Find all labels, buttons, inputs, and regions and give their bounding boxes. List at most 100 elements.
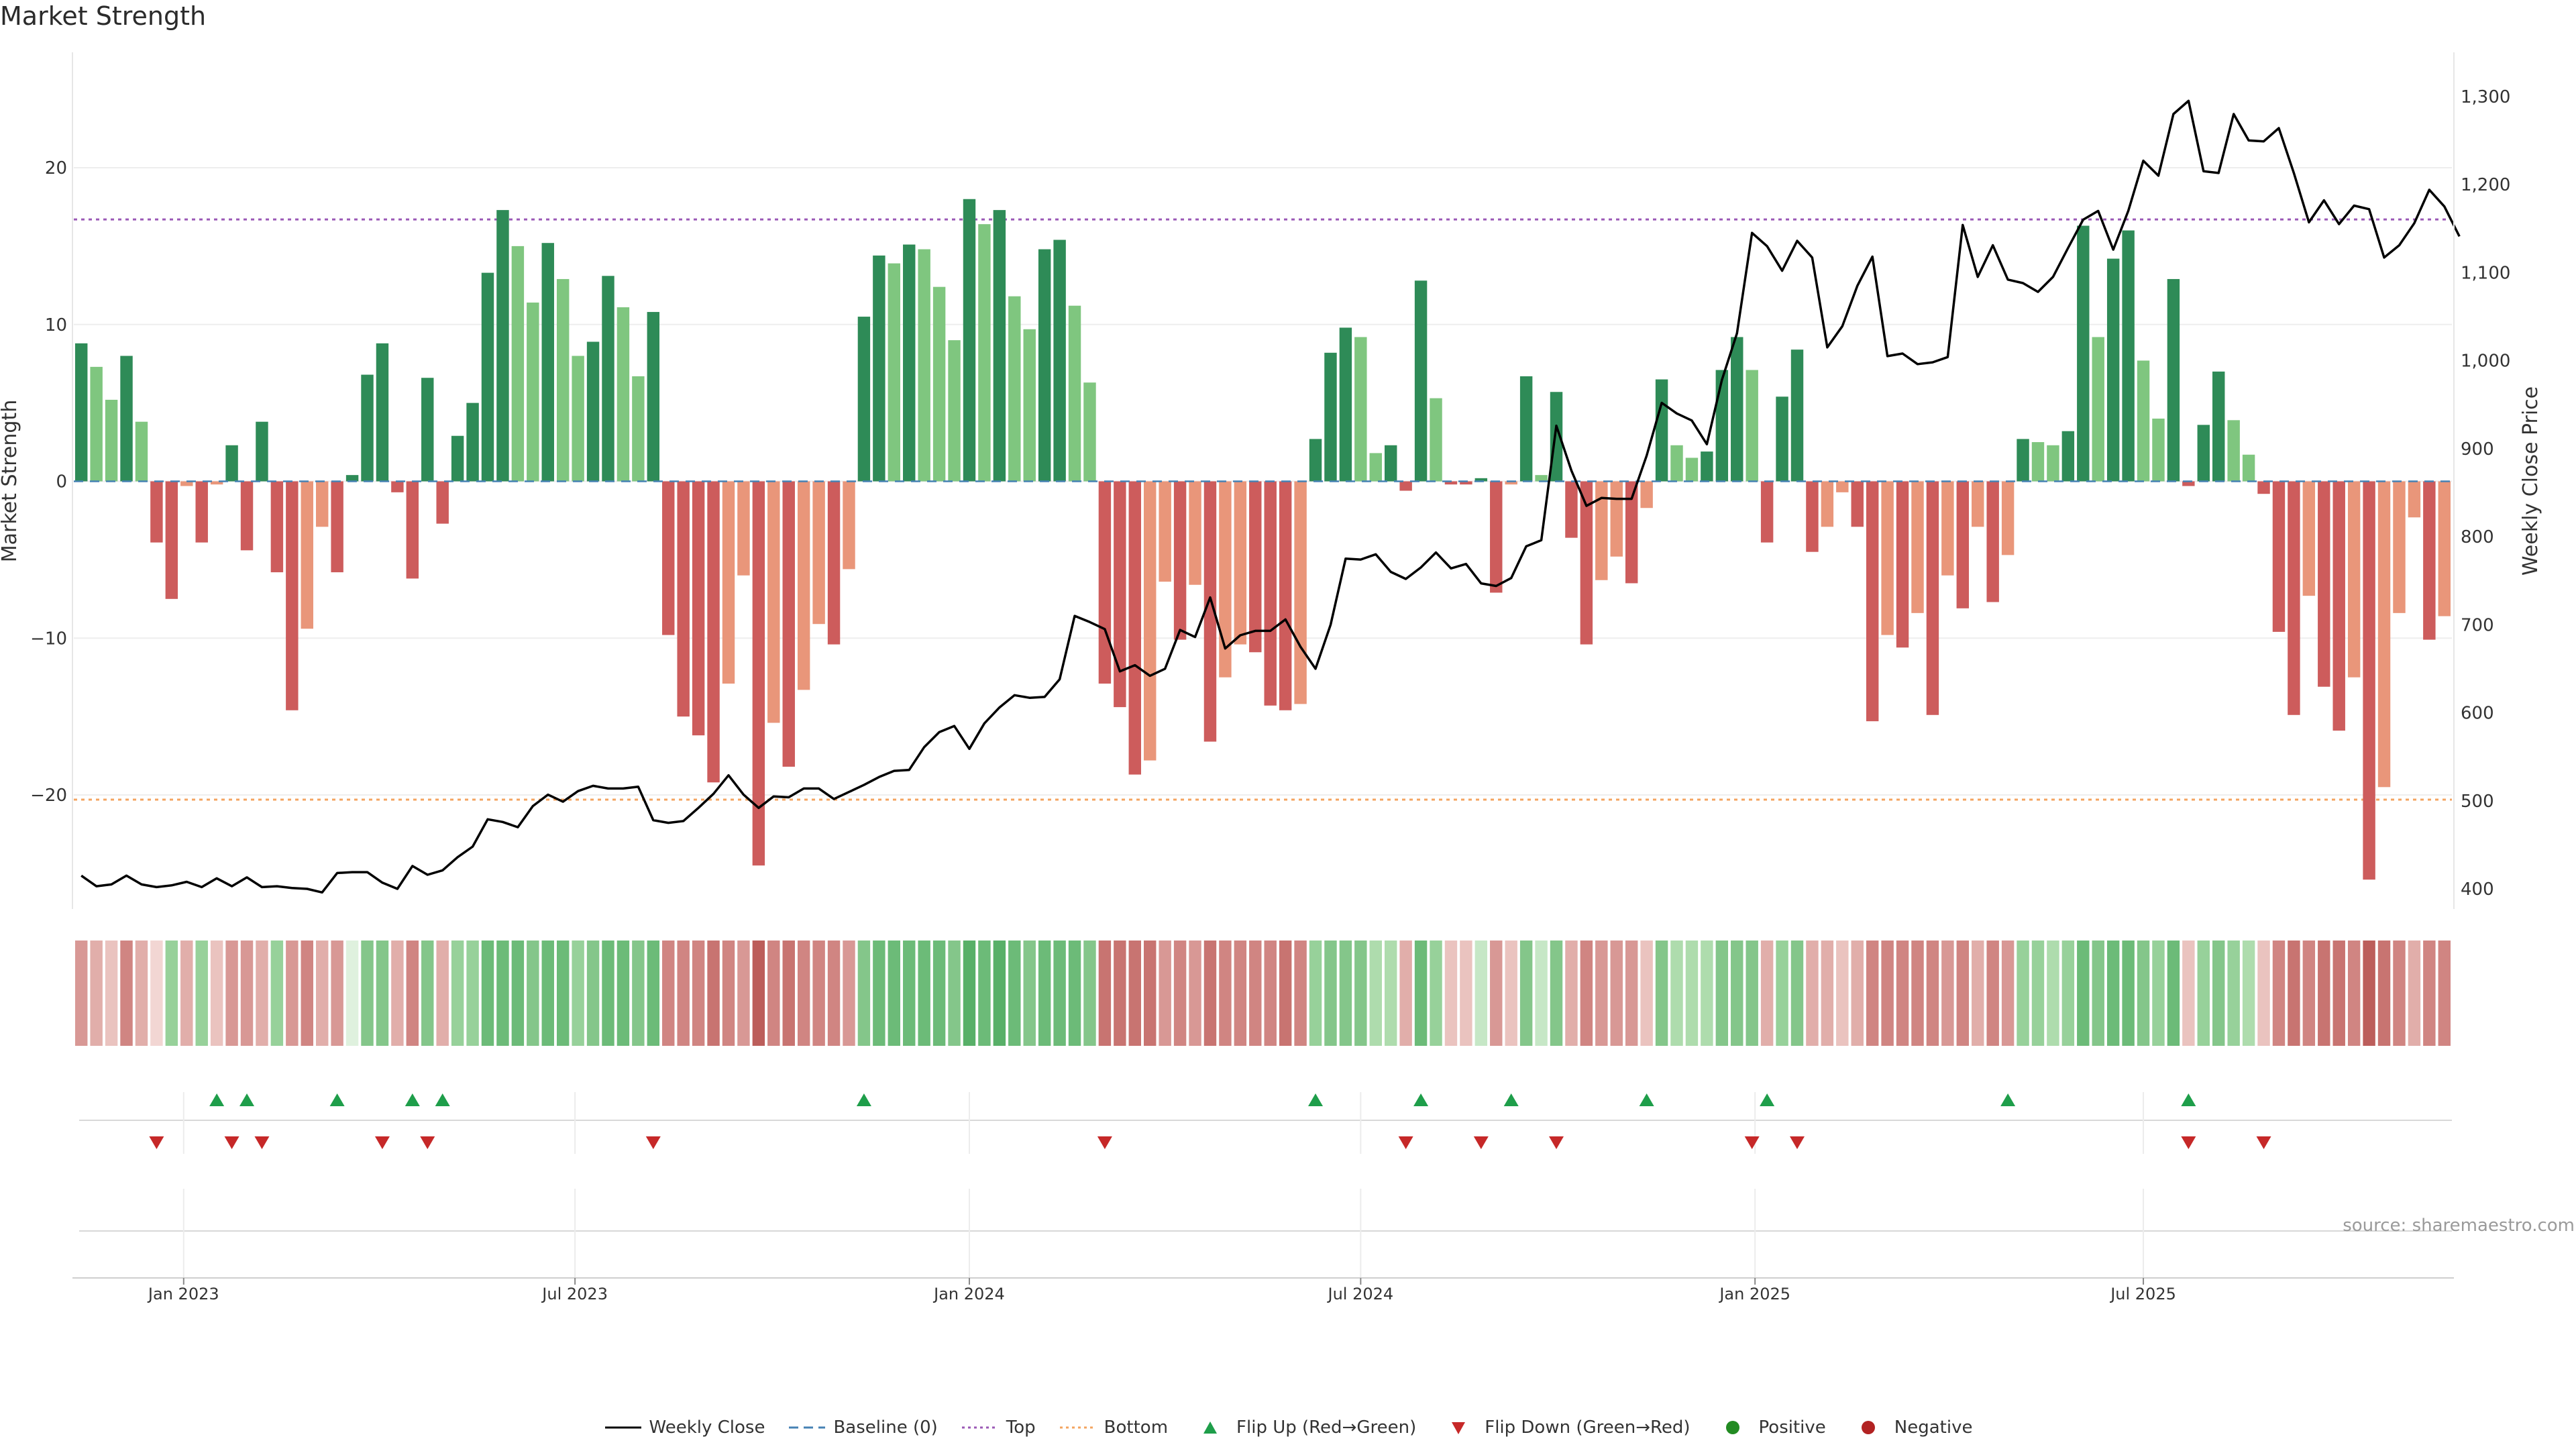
strength-bar bbox=[1430, 398, 1442, 482]
heat-cell bbox=[2061, 941, 2075, 1046]
heat-cell bbox=[1851, 941, 1864, 1046]
x-tick-label: Jan 2025 bbox=[1718, 1285, 1790, 1303]
flip-down-marker bbox=[645, 1136, 661, 1149]
strength-bar bbox=[1264, 481, 1277, 706]
flip-up-marker bbox=[856, 1093, 871, 1106]
strength-bar bbox=[345, 475, 359, 482]
strength-bar bbox=[527, 303, 539, 482]
heat-cell bbox=[767, 941, 780, 1046]
strength-bar bbox=[210, 481, 223, 485]
left-axis-label: Market Strength bbox=[0, 400, 21, 562]
strength-bar bbox=[1279, 481, 1292, 710]
x-tick-label: Jul 2025 bbox=[2109, 1285, 2176, 1303]
strength-bar bbox=[1023, 329, 1036, 482]
heat-cell bbox=[918, 941, 930, 1046]
strength-bar bbox=[1610, 481, 1623, 557]
heat-cell bbox=[466, 941, 479, 1046]
heat-cell bbox=[602, 941, 614, 1046]
strength-bar bbox=[1715, 370, 1729, 482]
strength-bar bbox=[2061, 431, 2075, 482]
strength-bar bbox=[843, 481, 855, 570]
strength-bar bbox=[2077, 225, 2090, 482]
heat-cell bbox=[1836, 941, 1849, 1046]
right-tick-label: 400 bbox=[2461, 879, 2494, 900]
strength-bar bbox=[2393, 481, 2406, 613]
heat-cell bbox=[1068, 941, 1081, 1046]
heat-cell bbox=[797, 941, 810, 1046]
strength-bar bbox=[827, 481, 841, 645]
strength-bar bbox=[1144, 481, 1157, 761]
strength-bar bbox=[2408, 481, 2421, 518]
strength-bar bbox=[737, 481, 750, 576]
right-tick-label: 1,300 bbox=[2461, 87, 2510, 107]
strength-bar bbox=[2438, 481, 2451, 616]
left-tick-label: −10 bbox=[30, 629, 67, 649]
heat-cell bbox=[2288, 941, 2300, 1046]
heat-cell bbox=[1369, 941, 1382, 1046]
strength-bar bbox=[1159, 481, 1171, 582]
left-tick-label: −20 bbox=[30, 786, 67, 806]
heat-cell bbox=[406, 941, 419, 1046]
flip-down-marker bbox=[2256, 1136, 2271, 1149]
strength-bar bbox=[2182, 481, 2195, 486]
strength-bar bbox=[1474, 478, 1488, 482]
flip-down-marker bbox=[149, 1136, 164, 1149]
heat-cell bbox=[707, 941, 720, 1046]
legend-line-solid-icon bbox=[604, 1426, 641, 1429]
heat-cell bbox=[722, 941, 735, 1046]
strength-bar bbox=[1565, 481, 1578, 538]
strength-bar bbox=[1701, 451, 1713, 482]
strength-bar bbox=[647, 312, 660, 482]
flip-up-marker bbox=[209, 1093, 225, 1106]
legend-label: Baseline (0) bbox=[833, 1417, 938, 1438]
strength-bar bbox=[1324, 352, 1337, 482]
strength-bar bbox=[692, 481, 705, 736]
right-tick-label: 500 bbox=[2461, 792, 2494, 812]
heat-cell bbox=[1173, 941, 1187, 1046]
heat-cell bbox=[1249, 941, 1262, 1046]
legend-line-dotted-icon bbox=[961, 1426, 998, 1429]
heat-cell bbox=[2212, 941, 2225, 1046]
strength-bar bbox=[1941, 481, 1954, 576]
heat-cell bbox=[2393, 941, 2406, 1046]
strength-bar bbox=[466, 402, 479, 482]
heat-cell bbox=[2106, 941, 2120, 1046]
heat-cell bbox=[1911, 941, 1924, 1046]
threshold-lines bbox=[74, 218, 2452, 801]
strength-bar bbox=[677, 481, 690, 717]
heat-cell bbox=[1444, 941, 1458, 1046]
heat-cell bbox=[1008, 941, 1021, 1046]
legend-label: Bottom bbox=[1104, 1417, 1169, 1438]
heat-cell bbox=[1941, 941, 1954, 1046]
strength-bar bbox=[2377, 481, 2391, 788]
strength-bar bbox=[1173, 481, 1187, 640]
strength-bar bbox=[662, 481, 675, 635]
legend-label: Negative bbox=[1894, 1417, 1973, 1438]
strength-bar bbox=[1294, 481, 1307, 704]
heat-cell bbox=[2302, 941, 2316, 1046]
heat-cell bbox=[135, 941, 148, 1046]
heat-cell bbox=[632, 941, 645, 1046]
strength-bar bbox=[180, 481, 193, 486]
strength-bar bbox=[270, 481, 284, 573]
strength-bar bbox=[873, 255, 885, 482]
heat-cell bbox=[1038, 941, 1051, 1046]
heat-cell bbox=[1294, 941, 1307, 1046]
heat-cell bbox=[2017, 941, 2029, 1046]
heat-cell bbox=[1746, 941, 1758, 1046]
heat-cell bbox=[436, 941, 449, 1046]
strength-bar bbox=[1339, 327, 1352, 482]
heat-cell bbox=[586, 941, 600, 1046]
heat-cell bbox=[1219, 941, 1232, 1046]
strength-bar bbox=[707, 481, 720, 783]
heat-cell bbox=[1821, 941, 1834, 1046]
strength-bar bbox=[541, 243, 554, 482]
heat-cell bbox=[1655, 941, 1668, 1046]
flip-down-marker bbox=[254, 1136, 270, 1149]
strength-bar bbox=[1896, 481, 1909, 648]
strength-bar bbox=[918, 249, 930, 482]
heat-cell bbox=[888, 941, 901, 1046]
flip-down-marker bbox=[2181, 1136, 2196, 1149]
strength-bar bbox=[1685, 458, 1699, 482]
right-tick-label: 600 bbox=[2461, 704, 2494, 724]
